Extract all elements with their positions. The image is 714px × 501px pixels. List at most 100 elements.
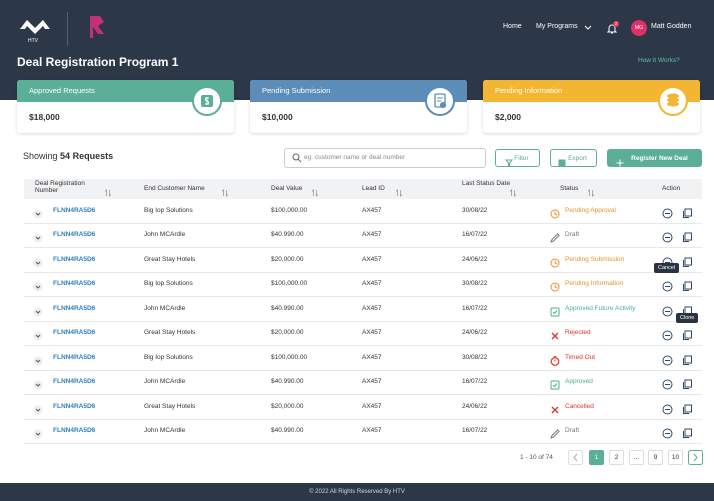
- status-icon: [550, 255, 560, 267]
- expand-toggle[interactable]: [33, 328, 43, 341]
- column-header: Action: [662, 185, 681, 192]
- column-header[interactable]: Lead ID: [362, 185, 385, 192]
- expand-toggle[interactable]: [33, 426, 43, 439]
- expand-toggle[interactable]: [33, 304, 43, 316]
- clone-button[interactable]: [682, 402, 693, 414]
- status-icon: [550, 402, 560, 413]
- register-button[interactable]: Register New Deal: [607, 149, 702, 167]
- plus-icon-glyph: [616, 159, 624, 167]
- status: Timed Out: [565, 353, 596, 361]
- search-box[interactable]: eg. customer name or deal number: [284, 148, 486, 168]
- deal-number[interactable]: FLNN4RA5D6: [53, 378, 96, 385]
- status-date: 30/08/22: [462, 206, 488, 214]
- summary-card[interactable]: Pending Submission $10,000: [250, 80, 467, 133]
- deal-number[interactable]: FLNN4RA5D6: [53, 402, 96, 410]
- nav-home[interactable]: Home: [503, 23, 522, 30]
- export-button[interactable]: Export: [550, 149, 597, 167]
- divider: [67, 12, 68, 46]
- status-date: 16/07/22: [462, 231, 488, 238]
- cancel-button[interactable]: [662, 279, 673, 292]
- summary-card[interactable]: Approved Requests $18,000: [17, 80, 234, 133]
- deal-number[interactable]: FLNN4RA5D6: [53, 427, 96, 434]
- customer-name: John MCArdle: [144, 231, 186, 238]
- expand-toggle[interactable]: [33, 255, 43, 267]
- status-date: 16/07/22: [462, 304, 488, 312]
- cancel-button[interactable]: [662, 377, 673, 390]
- cancel-button[interactable]: [662, 426, 673, 439]
- filter-button[interactable]: Filter: [495, 149, 540, 167]
- clone-button[interactable]: [682, 255, 693, 267]
- sort-icon: [509, 184, 517, 197]
- page-button[interactable]: 2: [609, 450, 624, 465]
- user-name[interactable]: Matt Godden: [651, 23, 692, 30]
- row-divider: [24, 271, 702, 273]
- page-button[interactable]: 9: [648, 450, 663, 465]
- cancel-button[interactable]: [662, 328, 673, 341]
- partner-logo[interactable]: [86, 14, 108, 40]
- help-link[interactable]: How it Works?: [638, 57, 680, 64]
- summary-card[interactable]: Pending Information $2,000: [483, 80, 700, 133]
- card-label: Pending Information: [483, 80, 700, 102]
- deal-number[interactable]: FLNN4RA5D6: [53, 304, 96, 312]
- logo[interactable]: [18, 15, 52, 45]
- column-header[interactable]: Deal Value: [271, 185, 303, 192]
- lead-id: AX457: [362, 255, 382, 263]
- cancel-button-glyph: [662, 428, 673, 439]
- card-value: $18,000: [29, 112, 60, 122]
- clone-button-glyph: [683, 330, 692, 340]
- cancel-button[interactable]: [662, 206, 673, 218]
- row-divider: [24, 345, 702, 346]
- status-date: 24/06/22: [462, 402, 488, 410]
- cancel-button[interactable]: [662, 230, 673, 243]
- page-button[interactable]: ...: [629, 450, 644, 465]
- cancel-button[interactable]: [662, 304, 673, 316]
- deal-number[interactable]: FLNN4RA5D6: [53, 231, 96, 238]
- status: Approved: [565, 378, 593, 385]
- clone-button[interactable]: [682, 426, 693, 438]
- deal-value: $20,000.00: [271, 255, 304, 263]
- status-icon: [550, 230, 560, 243]
- cancel-button[interactable]: [662, 402, 673, 414]
- prev-page[interactable]: [568, 450, 583, 465]
- avatar[interactable]: MG: [631, 20, 647, 36]
- column-header[interactable]: Deal Registration Number: [35, 180, 85, 194]
- lead-id: AX457: [362, 353, 382, 361]
- deal-number[interactable]: FLNN4RA5D6: [53, 353, 96, 361]
- clone-button[interactable]: [682, 328, 693, 340]
- expand-toggle[interactable]: [33, 279, 43, 292]
- status-icon: [550, 377, 560, 390]
- deal-value: $20,000.00: [271, 402, 304, 410]
- expand-toggle[interactable]: [33, 377, 43, 390]
- column-header[interactable]: Last Status Date: [462, 180, 511, 187]
- row-divider: [24, 296, 702, 297]
- expand-toggle[interactable]: [33, 230, 43, 243]
- deal-number[interactable]: FLNN4RA5D6: [53, 255, 96, 263]
- sort-icon-glyph: [311, 189, 319, 197]
- clone-button[interactable]: [682, 206, 693, 218]
- cancel-button[interactable]: [662, 353, 673, 365]
- column-header[interactable]: End Customer Name: [144, 185, 205, 192]
- deal-number[interactable]: FLNN4RA5D6: [53, 206, 96, 214]
- deal-number[interactable]: FLNN4RA5D6: [53, 329, 96, 336]
- expand-toggle[interactable]: [33, 353, 43, 365]
- status-date: 16/07/22: [462, 427, 488, 434]
- clone-button[interactable]: [682, 377, 693, 389]
- expand-toggle[interactable]: [33, 402, 43, 414]
- page-button[interactable]: 10: [668, 450, 683, 465]
- deal-number[interactable]: FLNN4RA5D6: [53, 280, 96, 287]
- clone-button[interactable]: [682, 279, 693, 291]
- customer-name: Big Iop Solutions: [144, 280, 193, 287]
- column-header[interactable]: Status: [560, 185, 579, 192]
- deal-value: $40.990.00: [271, 427, 304, 434]
- expand-toggle[interactable]: [33, 206, 43, 218]
- prev-page-glyph: [568, 450, 583, 465]
- expand-toggle-glyph: [33, 405, 43, 414]
- clone-button[interactable]: [682, 353, 693, 365]
- page-button[interactable]: 1: [589, 450, 604, 465]
- clone-button-glyph: [683, 404, 692, 414]
- nav-programs[interactable]: My Programs: [536, 23, 578, 30]
- next-page[interactable]: [688, 450, 703, 465]
- sort-icon: [587, 184, 595, 197]
- deal-value: $40.990.00: [271, 231, 304, 238]
- clone-button[interactable]: [682, 230, 693, 242]
